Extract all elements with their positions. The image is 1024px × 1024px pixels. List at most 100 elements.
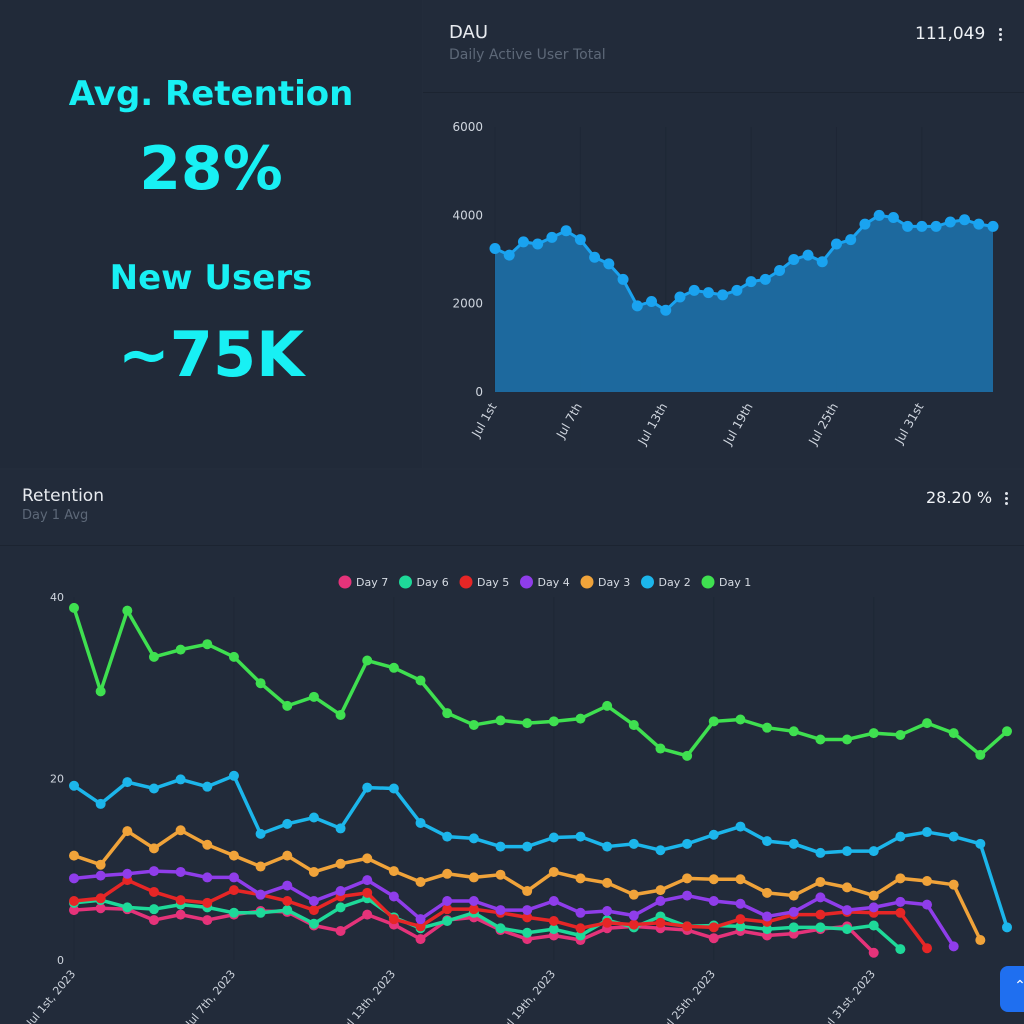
data-point (628, 919, 639, 930)
data-point (735, 874, 746, 885)
data-point (975, 838, 986, 849)
data-point (468, 904, 479, 915)
data-point (973, 218, 985, 230)
data-point (731, 284, 743, 296)
data-point (148, 843, 159, 854)
data-point (575, 907, 586, 918)
data-point (948, 879, 959, 890)
data-point (868, 947, 879, 958)
data-point (388, 914, 399, 925)
data-point (548, 896, 559, 907)
data-point (308, 905, 319, 916)
data-point (682, 890, 693, 901)
data-point (228, 651, 239, 662)
data-point (902, 220, 914, 232)
legend-label: Day 7 (356, 576, 388, 589)
data-point (255, 678, 266, 689)
data-point (148, 651, 159, 662)
data-point (335, 886, 346, 897)
data-point (655, 896, 666, 907)
data-point (735, 921, 746, 932)
data-point (255, 828, 266, 839)
data-point (308, 896, 319, 907)
new-users-label: New Users (109, 258, 313, 298)
vertical-dots-icon[interactable] (1005, 492, 1009, 506)
data-point (930, 220, 942, 232)
x-tick-label: Jul 13th (635, 401, 671, 449)
data-point (362, 887, 373, 898)
data-point (628, 719, 639, 730)
data-point (603, 258, 615, 270)
data-point (948, 831, 959, 842)
data-point (282, 905, 293, 916)
data-point (69, 602, 79, 613)
data-point (655, 885, 666, 896)
data-point (517, 236, 529, 248)
data-point (495, 841, 506, 852)
legend-label: Day 4 (538, 576, 570, 589)
data-point (415, 914, 426, 925)
data-point (522, 841, 533, 852)
data-point (335, 858, 346, 869)
data-point (282, 896, 293, 907)
data-point (660, 304, 672, 316)
data-point (574, 234, 586, 246)
retention-value: 28.20 % (926, 488, 993, 507)
data-point (868, 920, 879, 931)
data-point (944, 216, 956, 228)
data-point (95, 859, 106, 870)
y-tick-label: 4000 (452, 208, 483, 222)
legend-label: Day 5 (477, 576, 509, 589)
data-point (922, 899, 933, 910)
data-point (762, 924, 773, 935)
dau-title: DAU (449, 22, 489, 43)
data-point (69, 850, 79, 861)
data-point (602, 700, 613, 711)
data-point (887, 212, 899, 224)
data-point (308, 866, 319, 877)
data-point (815, 892, 826, 903)
data-point (788, 254, 800, 265)
scroll-to-top-button[interactable]: ⌃ (1000, 966, 1024, 1012)
legend-marker (641, 575, 654, 589)
data-point (228, 885, 239, 896)
data-point (759, 273, 771, 285)
data-point (708, 933, 719, 944)
data-point (762, 722, 773, 733)
x-tick-label: Jul 13th, 2023 (338, 968, 398, 1024)
data-point (532, 238, 544, 250)
data-point (489, 242, 501, 254)
data-point (655, 917, 666, 928)
data-point (708, 874, 719, 885)
data-point (589, 251, 601, 263)
data-point (122, 902, 133, 913)
data-point (762, 836, 773, 847)
data-point (922, 876, 933, 887)
retention-line-chart: 0 20 40 Jul 1st, 2023 Jul 7th, 2023 Jul 13th,… (23, 575, 1012, 1024)
data-point (708, 922, 719, 933)
vertical-dots-icon[interactable] (999, 28, 1003, 42)
data-point (228, 907, 239, 918)
y-tick-label: 2000 (452, 297, 483, 311)
data-point (873, 209, 885, 221)
y-tick-label: 0 (57, 954, 64, 967)
data-point (602, 841, 613, 852)
area-fill (495, 215, 993, 392)
data-point (468, 872, 479, 883)
data-point (702, 287, 714, 299)
new-users-value: ~75K (117, 318, 305, 391)
dau-area-chart: 0 2000 4000 6000 Jul 1st Jul 7th Jul 13th Jul 1… (452, 120, 999, 449)
data-point (948, 728, 959, 739)
data-point (815, 909, 826, 920)
data-point (495, 715, 506, 726)
data-point (69, 873, 79, 884)
data-point (442, 915, 453, 926)
data-point (335, 823, 346, 834)
data-point (631, 300, 643, 312)
data-point (362, 909, 373, 920)
data-point (682, 750, 693, 761)
data-point (202, 872, 213, 883)
data-point (415, 934, 426, 945)
data-point (255, 889, 266, 900)
legend-label: Day 2 (659, 576, 691, 589)
